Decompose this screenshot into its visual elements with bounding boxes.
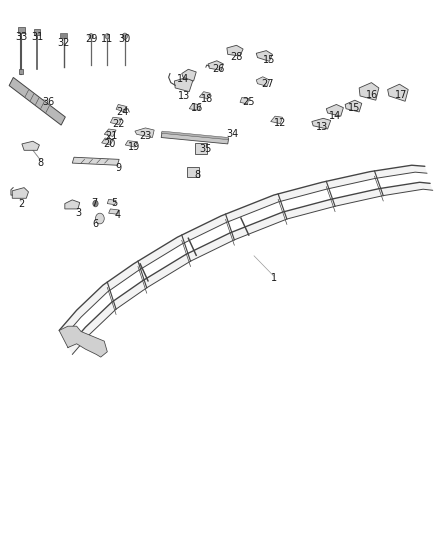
- Text: 21: 21: [106, 132, 118, 141]
- Bar: [187, 167, 199, 177]
- Text: 29: 29: [85, 34, 97, 44]
- Text: 36: 36: [42, 98, 54, 107]
- Text: 22: 22: [112, 119, 124, 128]
- Polygon shape: [125, 141, 138, 147]
- Text: 16: 16: [191, 103, 203, 113]
- Text: 7: 7: [91, 198, 97, 207]
- Text: 5: 5: [111, 198, 117, 207]
- Polygon shape: [256, 77, 269, 86]
- Polygon shape: [359, 83, 379, 100]
- Polygon shape: [9, 77, 65, 125]
- Text: 2: 2: [18, 199, 24, 208]
- Bar: [60, 33, 67, 38]
- Text: 19: 19: [127, 142, 140, 151]
- Polygon shape: [199, 92, 210, 99]
- Circle shape: [95, 213, 104, 224]
- Polygon shape: [104, 129, 116, 136]
- Polygon shape: [161, 131, 229, 140]
- Polygon shape: [22, 141, 39, 150]
- Text: 34: 34: [226, 130, 238, 139]
- Text: 15: 15: [348, 103, 360, 113]
- Text: 20: 20: [103, 139, 116, 149]
- Text: 8: 8: [37, 158, 43, 167]
- Text: 24: 24: [117, 107, 129, 117]
- Polygon shape: [116, 104, 127, 112]
- Text: 33: 33: [15, 33, 27, 42]
- Circle shape: [93, 200, 98, 207]
- Polygon shape: [72, 157, 119, 165]
- Polygon shape: [208, 61, 223, 70]
- Polygon shape: [326, 104, 343, 116]
- Text: 9: 9: [115, 163, 121, 173]
- Text: 35: 35: [200, 144, 212, 154]
- Polygon shape: [227, 45, 243, 56]
- Bar: [19, 69, 23, 74]
- Text: 1: 1: [271, 273, 277, 283]
- Polygon shape: [135, 128, 154, 138]
- Text: 4: 4: [114, 211, 120, 220]
- Polygon shape: [65, 200, 80, 209]
- Circle shape: [122, 33, 127, 39]
- Text: 12: 12: [274, 118, 286, 127]
- Polygon shape: [256, 51, 272, 61]
- Text: 13: 13: [178, 91, 190, 101]
- Text: 13: 13: [316, 122, 328, 132]
- Bar: [18, 27, 25, 33]
- Text: 23: 23: [139, 131, 152, 141]
- Text: 32: 32: [57, 38, 70, 47]
- Circle shape: [105, 34, 110, 39]
- Polygon shape: [68, 182, 433, 354]
- Text: 28: 28: [230, 52, 243, 62]
- Polygon shape: [189, 103, 201, 110]
- Polygon shape: [271, 116, 283, 124]
- Bar: [34, 29, 40, 35]
- Polygon shape: [161, 132, 229, 144]
- Text: 27: 27: [261, 79, 273, 88]
- Polygon shape: [102, 138, 113, 145]
- Polygon shape: [107, 199, 116, 205]
- Polygon shape: [240, 98, 249, 104]
- Polygon shape: [312, 118, 331, 129]
- Text: 18: 18: [201, 94, 213, 103]
- Polygon shape: [109, 209, 119, 214]
- Text: 17: 17: [395, 90, 407, 100]
- Polygon shape: [59, 165, 427, 337]
- Text: 31: 31: [31, 33, 43, 42]
- Circle shape: [89, 34, 93, 39]
- Text: 3: 3: [75, 208, 81, 218]
- Text: 26: 26: [212, 64, 224, 74]
- Text: 14: 14: [329, 111, 341, 121]
- Polygon shape: [388, 84, 408, 101]
- Text: 8: 8: [194, 170, 200, 180]
- Text: 30: 30: [119, 34, 131, 44]
- Text: 25: 25: [243, 98, 255, 107]
- Text: 6: 6: [92, 219, 99, 229]
- Polygon shape: [59, 326, 107, 357]
- Text: 16: 16: [366, 90, 378, 100]
- Text: 11: 11: [101, 34, 113, 44]
- Bar: [195, 143, 207, 154]
- Polygon shape: [182, 69, 196, 81]
- Polygon shape: [345, 100, 362, 112]
- Text: 15: 15: [263, 55, 276, 64]
- Text: 14: 14: [177, 75, 189, 84]
- Polygon shape: [12, 188, 28, 198]
- Polygon shape: [110, 117, 122, 125]
- Polygon shape: [174, 77, 193, 92]
